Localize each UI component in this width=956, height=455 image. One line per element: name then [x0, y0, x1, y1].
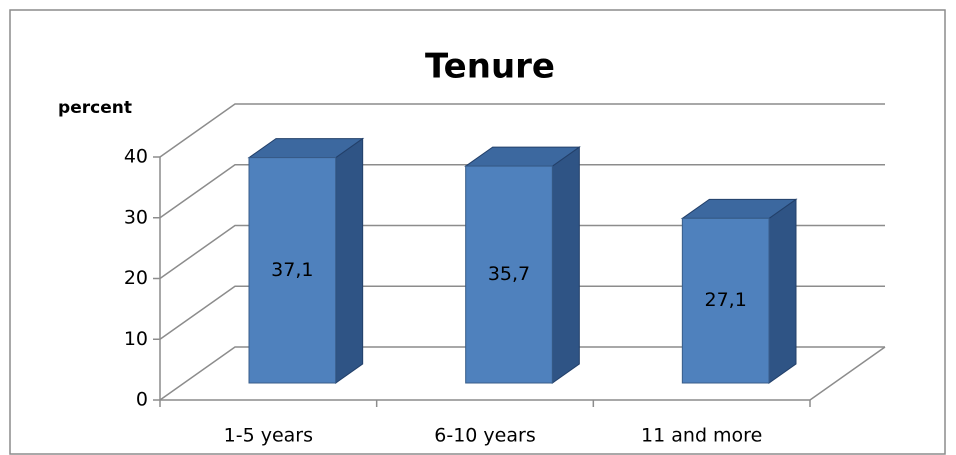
y-tick-label: 40 [124, 146, 148, 168]
grid-line [159, 224, 885, 280]
data-label: 27,1 [705, 289, 747, 311]
bar-side [768, 198, 797, 385]
grid-line [159, 103, 885, 158]
grid-line [159, 164, 885, 219]
y-tick-label: 0 [136, 389, 148, 411]
y-tick-label: 30 [124, 206, 148, 228]
bar [248, 157, 337, 384]
bar [465, 165, 553, 384]
bar-side [551, 146, 580, 385]
grid-line [159, 285, 885, 340]
y-axis-label: percent [58, 98, 132, 118]
bar [681, 217, 770, 384]
data-label: 37,1 [271, 259, 313, 281]
y-tick-label: 10 [124, 328, 148, 350]
data-label: 35,7 [488, 263, 530, 285]
grid-line [159, 346, 885, 401]
bar-side [335, 137, 364, 385]
x-tick-label: 1-5 years [224, 425, 313, 447]
x-tick-label: 6-10 years [434, 425, 535, 447]
chart-title: Tenure [425, 47, 555, 87]
y-tick-label: 20 [124, 267, 148, 289]
x-tick-label: 11 and more [641, 425, 762, 447]
